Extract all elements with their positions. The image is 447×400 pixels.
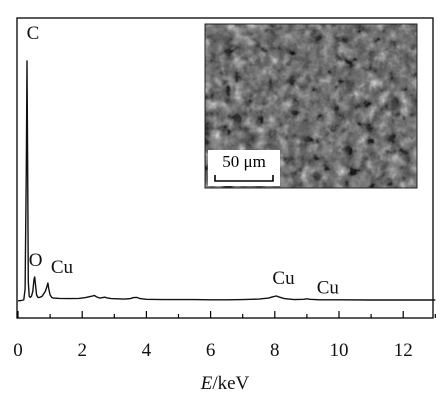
x-tick-label: 4 — [142, 340, 152, 361]
peak-label-o: O — [29, 250, 43, 271]
x-axis-ticks — [17, 311, 436, 318]
x-axis-tick-labels: 0 2 4 6 8 10 12 — [13, 340, 412, 361]
spectrum-line — [17, 60, 436, 302]
peak-label-cu: Cu — [51, 257, 74, 278]
x-tick-label: 8 — [270, 340, 280, 361]
x-tick-label: 12 — [394, 340, 413, 361]
x-axis-title: E/keV — [200, 373, 250, 394]
x-tick-label: 6 — [206, 340, 216, 361]
x-tick-label: 2 — [77, 340, 87, 361]
sem-micrograph-inset: 50 μm — [204, 23, 418, 189]
peak-label-cu: Cu — [272, 268, 295, 289]
scale-bar-box — [208, 150, 280, 186]
scale-bar-label: 50 μm — [222, 152, 266, 171]
x-tick-label: 10 — [330, 340, 349, 361]
x-axis-title-symbol: E — [200, 373, 213, 394]
x-axis-title-unit: /keV — [212, 373, 249, 394]
sem-image-border — [204, 23, 418, 189]
scale-bar — [214, 175, 274, 182]
peak-label-c: C — [27, 23, 40, 44]
peak-label-cu: Cu — [317, 277, 340, 298]
peak-labels: C O Cu Cu Cu — [27, 23, 340, 298]
x-tick-label: 0 — [13, 340, 23, 361]
plot-frame — [16, 17, 434, 319]
